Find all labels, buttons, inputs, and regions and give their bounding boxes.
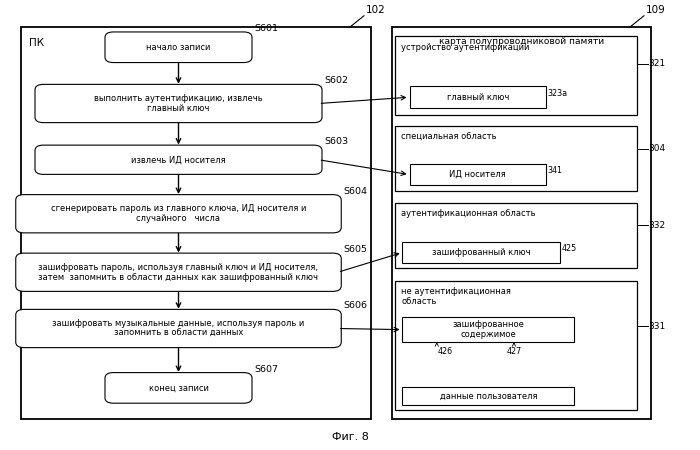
FancyBboxPatch shape (15, 253, 342, 292)
Text: S601: S601 (254, 24, 278, 33)
FancyBboxPatch shape (105, 32, 252, 63)
Text: аутентификационная область: аутентификационная область (401, 209, 536, 218)
Text: S604: S604 (344, 186, 368, 195)
Text: не аутентификационная
область: не аутентификационная область (401, 287, 511, 306)
Bar (395, 126, 637, 191)
Text: ИД носителя: ИД носителя (449, 170, 506, 179)
FancyBboxPatch shape (105, 373, 252, 403)
Text: зашифровать музыкальные данные, используя пароль и
запомнить в области данных: зашифровать музыкальные данные, использу… (52, 319, 304, 338)
FancyBboxPatch shape (15, 194, 342, 233)
Text: 321: 321 (648, 59, 665, 68)
Text: главный ключ: главный ключ (447, 93, 509, 102)
Text: ПК: ПК (29, 38, 44, 48)
Bar (21, 27, 371, 419)
Text: специальная область: специальная область (401, 133, 496, 142)
Text: S606: S606 (344, 302, 368, 310)
Text: начало записи: начало записи (146, 43, 211, 52)
Text: 332: 332 (648, 221, 665, 230)
Text: 323a: 323a (547, 89, 568, 98)
Bar (395, 202, 637, 268)
FancyBboxPatch shape (35, 145, 322, 174)
Bar (410, 164, 546, 185)
Text: 109: 109 (645, 5, 665, 15)
Bar (395, 281, 637, 410)
Text: зашифрованный ключ: зашифрованный ключ (432, 248, 531, 257)
Text: устройство аутентификации: устройство аутентификации (401, 43, 529, 52)
Text: 102: 102 (365, 5, 385, 15)
Bar (395, 36, 637, 115)
Text: сгенерировать пароль из главного ключа, ИД носителя и
случайного   числа: сгенерировать пароль из главного ключа, … (51, 204, 306, 224)
Text: 331: 331 (648, 322, 666, 331)
Text: Фиг. 8: Фиг. 8 (332, 432, 368, 442)
Text: 426: 426 (438, 347, 453, 356)
Text: зашифрованное
содержимое: зашифрованное содержимое (452, 320, 524, 339)
Text: S607: S607 (254, 364, 278, 373)
Text: S602: S602 (324, 76, 348, 86)
Bar (410, 86, 546, 108)
Bar (402, 242, 560, 263)
Text: данные пользователя: данные пользователя (440, 392, 537, 400)
Text: 427: 427 (506, 347, 522, 356)
Text: 425: 425 (561, 244, 577, 253)
Text: конец записи: конец записи (148, 383, 209, 392)
Text: зашифровать пароль, используя главный ключ и ИД носителя,
затем  запомнить в обл: зашифровать пароль, используя главный кл… (38, 262, 318, 282)
Text: 304: 304 (648, 144, 665, 153)
Bar (392, 27, 651, 419)
FancyBboxPatch shape (35, 85, 322, 122)
Text: 341: 341 (547, 166, 562, 175)
Text: выполнить аутентификацию, извлечь
главный ключ: выполнить аутентификацию, извлечь главны… (94, 94, 262, 113)
Bar (402, 387, 574, 405)
Text: S605: S605 (344, 245, 368, 254)
Bar (402, 317, 574, 342)
Text: извлечь ИД носителя: извлечь ИД носителя (131, 155, 226, 164)
Text: S603: S603 (324, 137, 348, 146)
FancyBboxPatch shape (15, 310, 342, 347)
Text: карта полупроводниковой памяти: карта полупроводниковой памяти (439, 37, 604, 46)
